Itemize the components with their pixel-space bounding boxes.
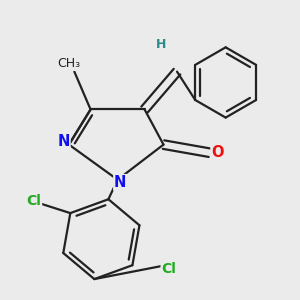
Text: Cl: Cl bbox=[161, 262, 176, 276]
Text: N: N bbox=[114, 175, 127, 190]
Text: Cl: Cl bbox=[26, 194, 41, 208]
Text: H: H bbox=[156, 38, 166, 51]
Text: CH₃: CH₃ bbox=[57, 57, 80, 70]
Text: N: N bbox=[57, 134, 70, 149]
Text: O: O bbox=[211, 145, 224, 160]
